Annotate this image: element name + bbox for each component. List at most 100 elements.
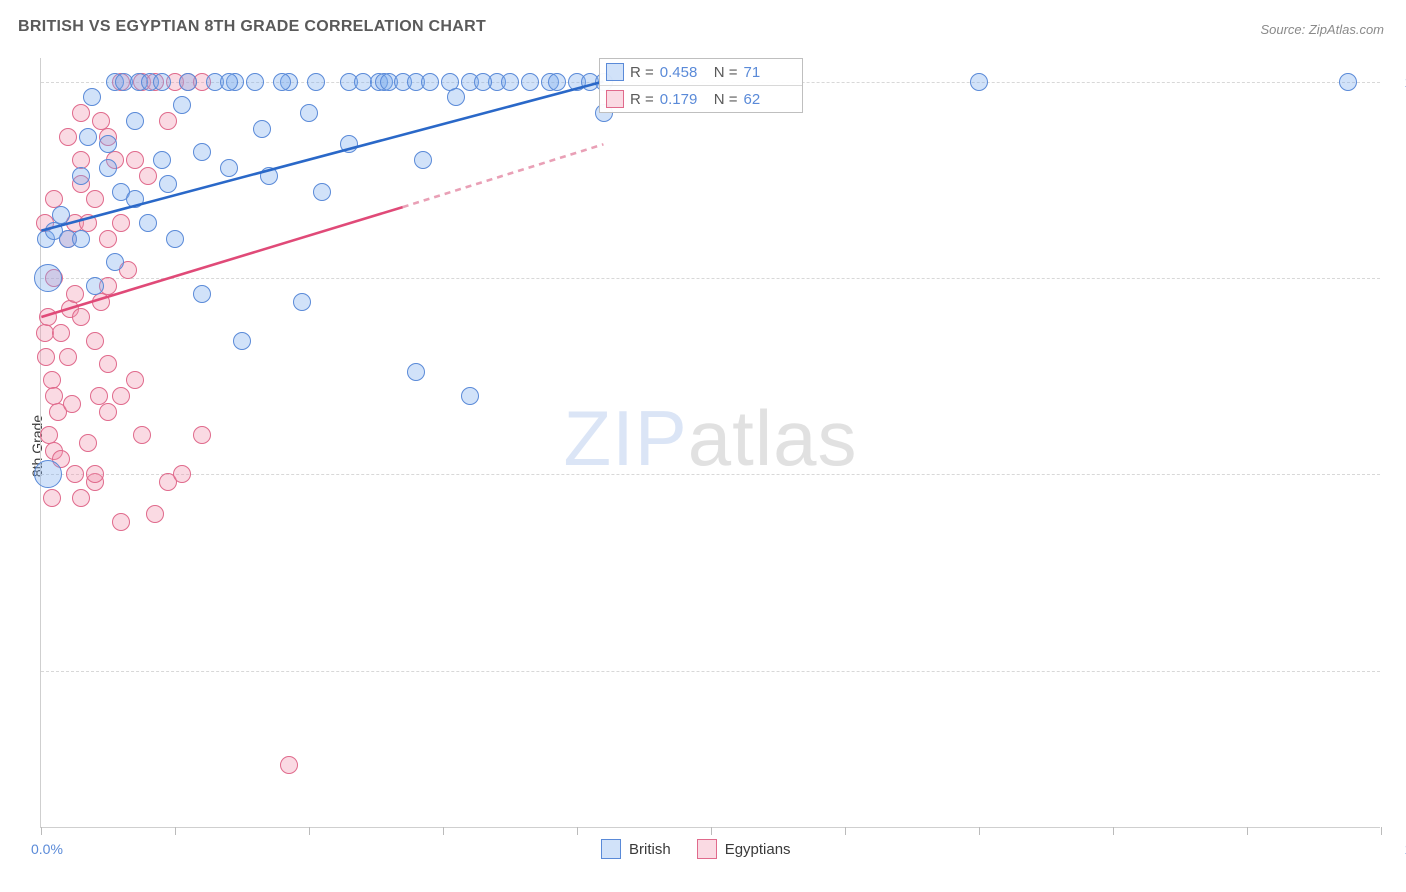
egypt-marker	[99, 230, 117, 248]
egypt-marker	[159, 112, 177, 130]
gridline	[41, 278, 1380, 279]
watermark-zip: ZIP	[563, 393, 687, 481]
egypt-marker	[86, 332, 104, 350]
egypt-swatch-icon	[606, 90, 624, 108]
x-tick	[175, 827, 176, 835]
x-tick	[577, 827, 578, 835]
british-marker	[153, 151, 171, 169]
british-marker	[79, 128, 97, 146]
british-legend-label: British	[629, 841, 671, 858]
british-marker	[99, 159, 117, 177]
plot-area: ZIPatlas R =0.458N =71R =0.179N =62 0.0%…	[40, 58, 1380, 828]
egypt-marker	[112, 387, 130, 405]
trendline	[403, 144, 604, 207]
british-marker	[340, 135, 358, 153]
british-marker	[126, 112, 144, 130]
british-marker	[474, 73, 492, 91]
x-axis-min-label: 0.0%	[31, 841, 63, 857]
british-marker	[970, 73, 988, 91]
egypt-marker	[126, 371, 144, 389]
stat-r-value: 0.458	[660, 64, 708, 81]
x-tick	[1113, 827, 1114, 835]
british-marker	[293, 293, 311, 311]
x-tick	[979, 827, 980, 835]
stat-n-value: 71	[744, 64, 792, 81]
bottom-legend: BritishEgyptians	[601, 839, 809, 859]
trendlines-layer	[41, 58, 1380, 827]
egypt-marker	[59, 348, 77, 366]
egypt-marker	[79, 434, 97, 452]
british-marker	[501, 73, 519, 91]
egypt-marker	[59, 128, 77, 146]
british-marker	[159, 175, 177, 193]
british-marker	[300, 104, 318, 122]
british-swatch-icon	[606, 63, 624, 81]
egypt-marker	[99, 355, 117, 373]
british-marker	[193, 285, 211, 303]
british-marker	[173, 96, 191, 114]
x-tick	[309, 827, 310, 835]
british-legend-swatch-icon	[601, 839, 621, 859]
stats-legend-box: R =0.458N =71R =0.179N =62	[599, 58, 803, 113]
egypt-marker	[39, 308, 57, 326]
british-marker	[166, 230, 184, 248]
british-marker	[407, 363, 425, 381]
british-marker	[72, 230, 90, 248]
british-marker	[253, 120, 271, 138]
egypt-marker	[72, 308, 90, 326]
stats-row-british: R = 0.458 N = 71	[600, 59, 802, 85]
british-marker	[447, 88, 465, 106]
british-marker	[313, 183, 331, 201]
british-marker	[34, 264, 62, 292]
egypt-marker	[72, 489, 90, 507]
y-tick-label: 92.5%	[1392, 663, 1406, 679]
egypt-marker	[86, 190, 104, 208]
british-marker	[414, 151, 432, 169]
egypt-marker	[133, 426, 151, 444]
gridline	[41, 474, 1380, 475]
egypt-marker	[63, 395, 81, 413]
stat-r-label: R =	[630, 64, 654, 81]
stat-r-label: R =	[630, 91, 654, 108]
british-marker	[521, 73, 539, 91]
stats-row-egypt: R =0.179N =62	[600, 85, 802, 112]
british-marker	[233, 332, 251, 350]
british-marker	[246, 73, 264, 91]
egypt-marker	[99, 403, 117, 421]
x-tick	[845, 827, 846, 835]
egypt-marker	[86, 465, 104, 483]
british-marker	[548, 73, 566, 91]
stat-n-label: N =	[714, 91, 738, 108]
source-attribution: Source: ZipAtlas.com	[1260, 22, 1384, 37]
british-marker	[52, 206, 70, 224]
x-tick	[1247, 827, 1248, 835]
egypt-marker	[66, 465, 84, 483]
egypt-marker	[43, 489, 61, 507]
british-marker	[153, 73, 171, 91]
stat-n-value: 62	[744, 91, 792, 108]
watermark: ZIPatlas	[563, 392, 857, 483]
british-marker	[421, 73, 439, 91]
chart-title: BRITISH VS EGYPTIAN 8TH GRADE CORRELATIO…	[18, 18, 486, 36]
egypt-legend-swatch-icon	[697, 839, 717, 859]
egypt-marker	[52, 324, 70, 342]
british-marker	[179, 73, 197, 91]
x-tick	[1381, 827, 1382, 835]
y-tick-label: 95.0%	[1392, 466, 1406, 482]
x-axis-max-label: 100.0%	[1392, 841, 1406, 857]
british-marker	[106, 253, 124, 271]
egypt-marker	[112, 214, 130, 232]
british-marker	[1339, 73, 1357, 91]
gridline	[41, 671, 1380, 672]
egypt-marker	[126, 151, 144, 169]
watermark-atlas: atlas	[688, 393, 858, 481]
stat-n-label: N =	[714, 64, 738, 81]
x-tick	[41, 827, 42, 835]
egypt-marker	[92, 293, 110, 311]
egypt-marker	[280, 756, 298, 774]
egypt-marker	[193, 426, 211, 444]
y-tick-label: 100.0%	[1392, 74, 1406, 90]
egypt-marker	[146, 505, 164, 523]
y-tick-label: 97.5%	[1392, 270, 1406, 286]
british-marker	[72, 167, 90, 185]
